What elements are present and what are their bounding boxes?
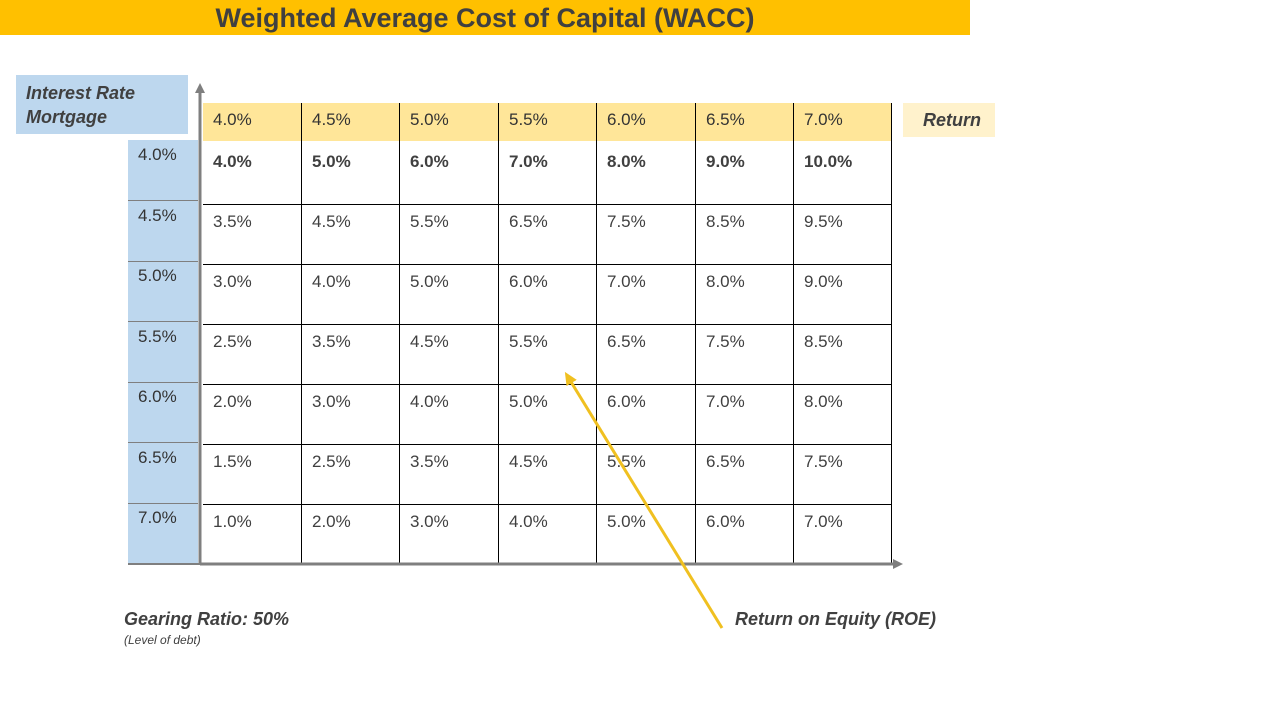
grid-cell: 3.0% bbox=[410, 512, 449, 531]
grid-cell: 5.0% bbox=[410, 272, 449, 291]
column-header: 5.5% bbox=[509, 110, 548, 129]
column-header: 6.0% bbox=[607, 110, 646, 129]
grid-cell: 6.0% bbox=[706, 512, 745, 531]
grid-cell: 8.5% bbox=[804, 332, 843, 351]
grid-cell: 2.5% bbox=[213, 332, 252, 351]
grid-cell: 10.0% bbox=[804, 152, 853, 171]
interest-rate-mortgage-text: Interest Rate Mortgage bbox=[26, 83, 136, 127]
grid-cell: 3.0% bbox=[312, 392, 351, 411]
grid-vertical-line bbox=[891, 103, 892, 564]
grid-cell: 3.5% bbox=[213, 212, 252, 231]
row-header-band bbox=[128, 140, 198, 564]
grid-cell: 4.0% bbox=[312, 272, 351, 291]
grid-cell: 6.5% bbox=[706, 452, 745, 471]
grid-cell: 4.5% bbox=[312, 212, 351, 231]
grid-vertical-line bbox=[399, 103, 400, 564]
grid-horizontal-line bbox=[203, 264, 892, 265]
return-label: Return bbox=[903, 103, 995, 137]
grid-cell: 7.0% bbox=[509, 152, 548, 171]
title-bar bbox=[0, 0, 970, 35]
grid-horizontal-line bbox=[203, 384, 892, 385]
interest-rate-mortgage-label: Interest Rate Mortgage bbox=[16, 75, 188, 134]
grid-horizontal-line bbox=[203, 504, 892, 505]
grid-horizontal-line bbox=[203, 324, 892, 325]
grid-cell: 2.0% bbox=[213, 392, 252, 411]
grid-cell: 7.0% bbox=[706, 392, 745, 411]
grid-cell: 4.5% bbox=[410, 332, 449, 351]
column-header: 4.0% bbox=[213, 110, 252, 129]
grid-cell: 7.0% bbox=[607, 272, 646, 291]
grid-cell: 8.0% bbox=[706, 272, 745, 291]
slide-title: Weighted Average Cost of Capital (WACC) bbox=[215, 3, 755, 33]
grid-cell: 8.5% bbox=[706, 212, 745, 231]
grid-cell: 3.5% bbox=[410, 452, 449, 471]
row-header: 7.0% bbox=[128, 503, 198, 564]
grid-cell: 7.5% bbox=[607, 212, 646, 231]
column-header-band bbox=[203, 103, 892, 141]
grid-cell: 4.0% bbox=[509, 512, 548, 531]
grid-cell: 4.0% bbox=[213, 152, 252, 171]
grid-cell: 5.5% bbox=[607, 452, 646, 471]
grid-cell: 5.5% bbox=[509, 332, 548, 351]
roe-label: Return on Equity (ROE) bbox=[735, 609, 936, 629]
grid-cell: 4.0% bbox=[410, 392, 449, 411]
grid-cell: 1.0% bbox=[213, 512, 252, 531]
row-header: 5.5% bbox=[128, 322, 198, 383]
grid-cell: 9.5% bbox=[804, 212, 843, 231]
grid-vertical-line bbox=[695, 103, 696, 564]
row-header: 5.0% bbox=[128, 261, 198, 322]
row-header: 4.0% bbox=[128, 140, 198, 201]
column-header: 5.0% bbox=[410, 110, 449, 129]
grid-horizontal-line bbox=[203, 444, 892, 445]
grid-cell: 6.0% bbox=[410, 152, 449, 171]
grid-cell: 3.0% bbox=[213, 272, 252, 291]
grid-cell: 8.0% bbox=[804, 392, 843, 411]
grid-cell: 5.0% bbox=[312, 152, 351, 171]
column-header: 7.0% bbox=[804, 110, 843, 129]
level-of-debt-note: (Level of debt) bbox=[124, 633, 201, 647]
grid-cell: 9.0% bbox=[706, 152, 745, 171]
grid-cell: 4.5% bbox=[509, 452, 548, 471]
grid-vertical-line bbox=[793, 103, 794, 564]
grid-cell: 6.0% bbox=[607, 392, 646, 411]
gearing-ratio-label: Gearing Ratio: 50% bbox=[124, 609, 290, 629]
grid-cell: 6.0% bbox=[509, 272, 548, 291]
grid-cell: 5.5% bbox=[410, 212, 449, 231]
grid-cell: 1.5% bbox=[213, 452, 252, 471]
row-header: 6.5% bbox=[128, 443, 198, 504]
column-header: 4.5% bbox=[312, 110, 351, 129]
grid-vertical-line bbox=[596, 103, 597, 564]
grid-vertical-line bbox=[301, 103, 302, 564]
grid-horizontal-line bbox=[203, 204, 892, 205]
grid-cell: 8.0% bbox=[607, 152, 646, 171]
grid-cell: 7.5% bbox=[804, 452, 843, 471]
grid-cell: 2.5% bbox=[312, 452, 351, 471]
grid-cell: 9.0% bbox=[804, 272, 843, 291]
column-header: 6.5% bbox=[706, 110, 745, 129]
grid-cell: 7.0% bbox=[804, 512, 843, 531]
grid-cell: 7.5% bbox=[706, 332, 745, 351]
grid-cell: 5.0% bbox=[509, 392, 548, 411]
grid-cell: 3.5% bbox=[312, 332, 351, 351]
grid-cell: 6.5% bbox=[509, 212, 548, 231]
row-header: 6.0% bbox=[128, 382, 198, 443]
grid-cell: 5.0% bbox=[607, 512, 646, 531]
row-header: 4.5% bbox=[128, 201, 198, 262]
grid-cell: 6.5% bbox=[607, 332, 646, 351]
grid-cell: 2.0% bbox=[312, 512, 351, 531]
grid-vertical-line bbox=[498, 103, 499, 564]
